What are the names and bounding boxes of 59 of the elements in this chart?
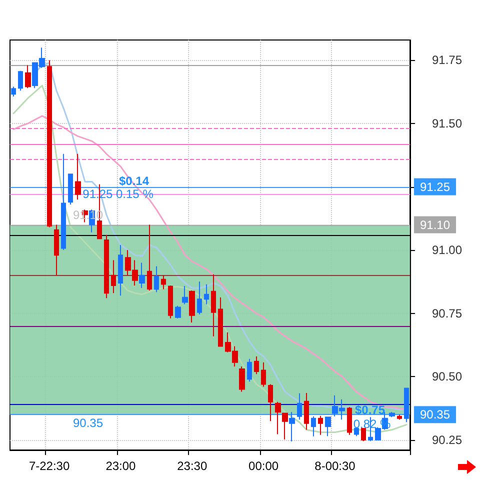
candlestick xyxy=(154,266,159,293)
candlestick xyxy=(161,274,166,290)
candlestick xyxy=(182,286,188,305)
candlestick xyxy=(189,290,195,323)
candlestick xyxy=(118,244,123,296)
candlestick xyxy=(25,64,31,89)
candlestick xyxy=(75,153,81,200)
y-tick-label: 91.00 xyxy=(432,243,462,258)
candlestick xyxy=(347,406,352,436)
candlestick xyxy=(289,412,295,442)
y-tick-label: 90.25 xyxy=(432,432,462,447)
y-tick-label: 90.75 xyxy=(432,306,462,320)
candlestick xyxy=(325,416,331,437)
candlestick xyxy=(247,358,252,382)
candlestick xyxy=(239,366,245,392)
candlestick xyxy=(197,280,202,315)
candlestick xyxy=(168,284,173,319)
x-tick-label: 7-22:30 xyxy=(28,459,70,473)
candlestick xyxy=(211,274,216,337)
candlestick xyxy=(282,412,288,440)
annotation: $0.75 xyxy=(354,403,386,417)
candlestick xyxy=(268,384,273,422)
candlestick xyxy=(297,392,302,420)
annotation: $0.14 xyxy=(118,174,150,188)
candlestick xyxy=(261,362,266,388)
ref-line-label: 91.10 xyxy=(420,218,450,232)
candlestick xyxy=(389,412,395,418)
candlestick xyxy=(47,60,52,228)
candlestick xyxy=(104,234,109,299)
candlestick xyxy=(139,262,145,289)
candlestick xyxy=(204,284,209,305)
candlestick xyxy=(54,224,59,276)
candlestick xyxy=(61,153,66,251)
ref-line-label: 90.35 xyxy=(420,408,450,422)
line-series xyxy=(12,84,408,434)
candlestick xyxy=(254,356,259,375)
x-tick-label: 23:00 xyxy=(106,459,136,473)
candlestick xyxy=(218,296,223,347)
candlestick xyxy=(361,428,366,442)
ref-line-label: 91.25 xyxy=(420,180,450,194)
candlestick xyxy=(68,174,73,206)
candlestick xyxy=(318,415,323,436)
annotation: 90.35 xyxy=(72,416,104,430)
candlestick xyxy=(311,416,316,437)
candlestick xyxy=(404,387,409,423)
y-tick-label: 91.50 xyxy=(432,116,462,131)
candlestick xyxy=(147,224,152,292)
candlestick xyxy=(397,414,402,420)
x-tick-label: 8-00:30 xyxy=(314,459,356,473)
candlestick xyxy=(175,305,181,319)
x-tick-label: 23:30 xyxy=(177,459,208,473)
candlestick xyxy=(111,260,116,294)
x-tick-label: 00:00 xyxy=(248,459,279,473)
candlestick xyxy=(11,86,16,97)
candlestick xyxy=(275,401,281,435)
y-tick-label: 90.50 xyxy=(432,370,462,384)
candlestick xyxy=(18,70,23,92)
y-tick-label: 91.75 xyxy=(432,53,462,68)
candlestick xyxy=(304,392,309,430)
